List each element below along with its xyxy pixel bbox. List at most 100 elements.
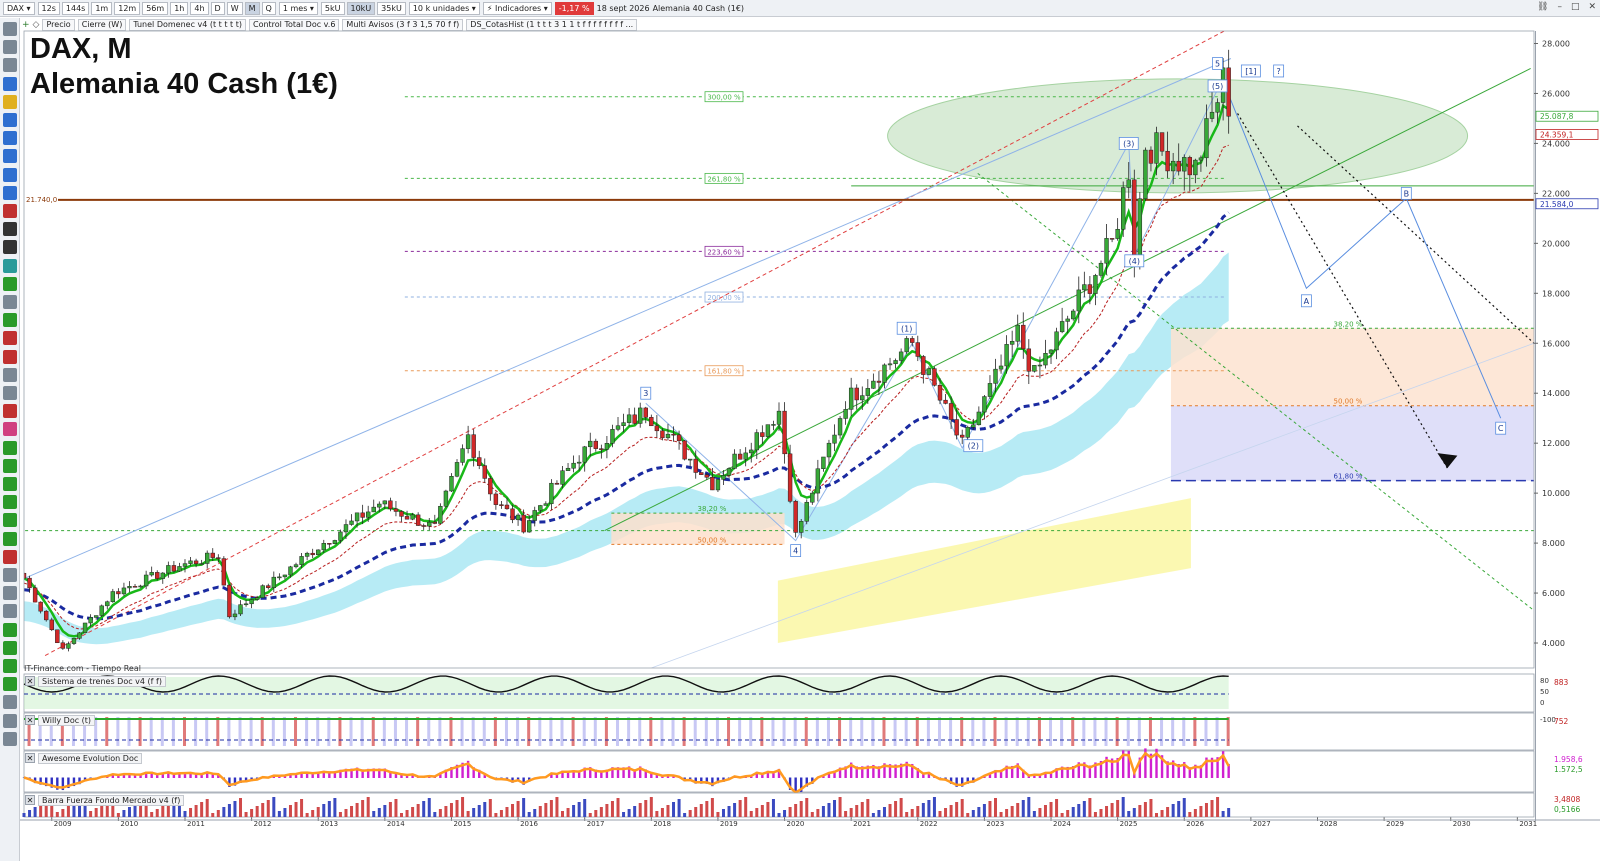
study-tab[interactable]: Multi Avisos (3 f 3 1,5 70 f f) [342,18,464,31]
panel-strength-bar [133,804,137,817]
unit-10ku[interactable]: 10kU [346,1,376,15]
link-icon[interactable]: ⛓ [1537,2,1549,12]
drawing-tool-icon[interactable] [3,422,17,437]
drawing-tool-icon[interactable] [3,94,17,109]
drawing-tool-icon[interactable] [3,149,17,164]
panel-close-icon[interactable]: ✕ [25,676,35,686]
panel-title[interactable]: Sistema de trenes Doc v4 (f f) [38,676,166,687]
drawing-tool-icon[interactable] [3,495,17,510]
timeframe-12s[interactable]: 12s [37,1,60,15]
drawing-tool-icon[interactable] [3,549,17,564]
panel-histogram-bar [139,773,142,778]
panel-title[interactable]: Barra Fuerza Fondo Mercado v4 (f) [38,795,185,806]
maximize-icon[interactable]: □ [1570,2,1580,12]
close-icon[interactable]: ✕ [1588,2,1596,12]
panel-strength-bar [627,809,631,817]
panel-strength-bar [816,809,820,817]
timeframe-m[interactable]: M [244,1,260,15]
change-badge: -1,17 % [554,1,594,15]
drawing-tool-icon[interactable] [3,695,17,710]
drawing-tool-icon[interactable] [3,586,17,601]
drawing-tool-icon[interactable] [3,659,17,673]
drawing-tool-icon[interactable] [3,313,17,328]
drawing-tool-icon[interactable] [3,167,17,182]
timeframe-1h[interactable]: 1h [170,1,189,15]
drawing-tool-icon[interactable] [3,731,17,746]
symbol-selector[interactable]: DAX ▾ [3,1,35,15]
indicators-button[interactable]: ⚡ Indicadores ▾ [482,1,552,15]
drawing-tool-icon[interactable] [3,331,17,346]
drawing-tool-icon[interactable] [3,40,17,55]
drawing-tool-icon[interactable] [3,440,17,455]
candle-body [293,564,299,568]
panel-value-label: 3,4808 [1554,795,1580,804]
candle-body [682,440,687,460]
drawing-tool-icon[interactable] [3,295,17,309]
timeframe-d[interactable]: D [210,1,225,15]
drawing-tool-icon[interactable] [3,185,17,200]
drawing-tool-icon[interactable] [3,713,17,728]
drawing-tool-icon[interactable] [3,458,17,473]
drawing-tool-icon[interactable] [3,513,17,528]
unit-5ku[interactable]: 5kU [320,1,345,15]
panel-strength-bar [1227,808,1231,817]
study-tab[interactable]: Control Total Doc v.6 [248,18,340,31]
x-tick-label: 2016 [520,820,538,828]
wave-label-box [1300,294,1312,308]
panel-strength-bar [61,809,65,817]
timeframe-4h[interactable]: 4h [190,1,209,15]
panel-title[interactable]: Awesome Evolution Doc [38,753,143,764]
period-dropdown[interactable]: 1 mes ▾ [278,1,318,15]
drawing-tool-icon[interactable] [3,113,17,127]
drawing-tool-icon[interactable] [3,640,17,655]
study-tab[interactable]: Cierre (W) [77,18,127,31]
candle-body [421,525,426,527]
minimize-icon[interactable]: – [1557,2,1562,12]
drawing-tool-icon[interactable] [3,240,17,255]
drawing-tool-icon[interactable] [3,568,17,582]
panel-close-icon[interactable]: ✕ [25,715,35,725]
drawing-tool-icon[interactable] [3,58,17,73]
drawing-tool-icon[interactable] [3,349,17,364]
drawing-tool-icon[interactable] [3,477,17,491]
timeframe-w[interactable]: W [226,1,243,15]
timeframe-144s[interactable]: 144s [61,1,90,15]
units-dropdown[interactable]: 10 k unidades ▾ [408,1,480,15]
panel-strength-bar [189,808,193,817]
drawing-tool-icon[interactable] [3,604,17,619]
drawing-tool-icon[interactable] [3,76,17,91]
candle-body [393,508,399,512]
panel-histogram-bar [289,773,292,778]
panel-histogram-bar [361,769,364,778]
panel-histogram-bar [1149,753,1153,778]
panel-title[interactable]: Willy Doc (t) [38,715,96,726]
study-tab[interactable]: DS_CotasHist (1 t t t 3 1 1 t f f f f f … [466,18,638,31]
study-tab[interactable]: Precio [42,18,75,31]
panel-close-icon[interactable]: ✕ [25,795,35,805]
panel-close-icon[interactable]: ✕ [25,753,35,763]
link-study-icon[interactable]: ◇ [32,19,40,30]
panel-bar [1026,717,1030,746]
timeframe-56m[interactable]: 56m [142,1,169,15]
drawing-tool-icon[interactable] [3,531,17,546]
panel-histogram-bar [200,773,203,778]
drawing-tool-icon[interactable] [3,367,17,382]
panel-bar [527,717,531,746]
drawing-tool-icon[interactable] [3,22,17,36]
drawing-tool-icon[interactable] [3,204,17,218]
timeframe-q[interactable]: Q [261,1,276,15]
study-tab[interactable]: Tunel Domenec v4 (t t t t t) [129,18,246,31]
timeframe-1m[interactable]: 1m [91,1,113,15]
drawing-tool-icon[interactable] [3,622,17,637]
drawing-tool-icon[interactable] [3,276,17,291]
drawing-tool-icon[interactable] [3,677,17,692]
drawing-tool-icon[interactable] [3,131,17,146]
add-study-icon[interactable]: + [22,19,30,30]
unit-35ku[interactable]: 35kU [377,1,406,15]
drawing-tool-icon[interactable] [3,258,17,273]
timeframe-12m[interactable]: 12m [114,1,141,15]
drawing-tool-icon[interactable] [3,404,17,419]
drawing-tool-icon[interactable] [3,222,17,237]
drawing-tool-icon[interactable] [3,386,17,400]
